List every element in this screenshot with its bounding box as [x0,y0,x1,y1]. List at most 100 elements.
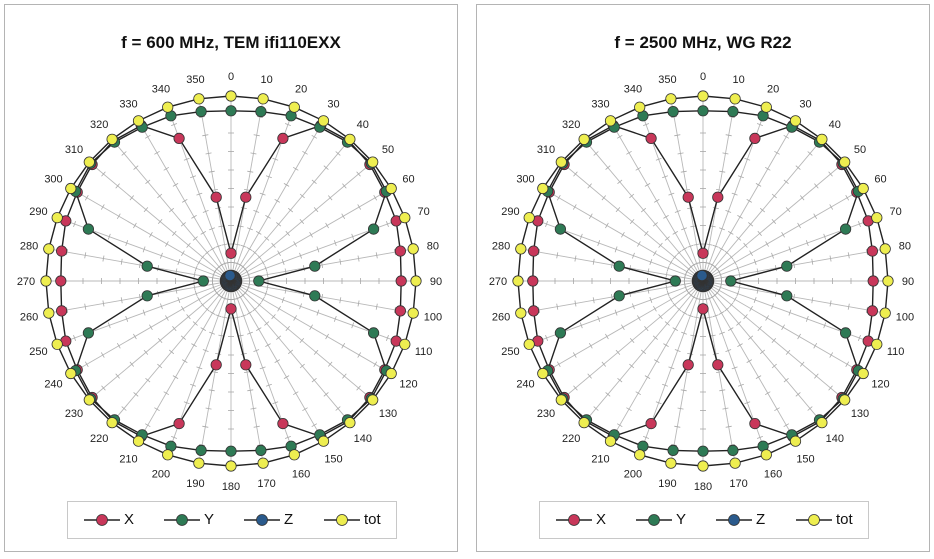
radial-tick [311,134,318,139]
radial-tick [202,210,209,213]
radial-tick [572,204,577,210]
radial-tick [252,307,258,312]
radial-tick [171,436,178,439]
radial-tick [811,258,814,265]
radial-tick [259,366,266,370]
data-point [816,133,828,145]
radial-tick [764,166,771,171]
radial-tick [616,423,623,428]
radial-tick [655,401,662,405]
radial-tick [277,305,281,312]
data-point [51,338,63,350]
angle-tick-label: 200 [624,469,642,481]
radial-tick [327,361,333,367]
data-point [257,457,269,469]
angle-tick-label: 190 [186,478,204,490]
data-point [288,101,300,113]
radial-tick [658,314,663,320]
radial-tick [181,199,188,203]
radial-tick [632,303,635,310]
radial-tick [652,335,658,340]
radial-tick [133,222,137,229]
radial-tick [209,247,216,251]
data-point [512,275,524,287]
series-z [219,269,243,293]
radial-tick [771,193,777,199]
radial-tick [157,193,163,199]
data-point [141,290,153,302]
data-point [394,305,406,317]
radial-tick [629,363,635,369]
radial-tick [783,179,789,185]
radial-tick [814,373,819,379]
radial-tick [729,302,734,308]
radial-tick [133,333,137,340]
radial-tick [180,335,186,340]
radial-tick [736,290,740,297]
legend-label: X [124,511,135,528]
data-point [879,243,891,255]
radial-tick [266,271,269,278]
angle-tick-label: 270 [17,276,35,288]
radial-tick [712,314,719,318]
radial-tick [339,297,342,304]
angle-tick-label: 280 [20,240,38,252]
radial-tick [356,171,361,177]
radial-tick [783,423,790,428]
radial-tick [116,213,121,220]
data-point [727,106,739,118]
radial-tick [756,436,763,439]
radial-tick [753,259,757,265]
angle-tick-label: 340 [624,83,642,95]
radial-tick [662,383,669,387]
radial-tick [687,207,694,209]
legend-swatch [324,514,360,526]
radial-tick [785,349,791,355]
radial-tick [588,342,593,349]
radial-tick [669,259,673,266]
radial-tick [177,259,181,265]
radial-tick [829,300,832,307]
radial-tick [172,230,177,236]
radial-tick [614,246,618,253]
radial-tick [277,250,281,257]
legend-swatch [716,514,752,526]
data-point [257,93,269,105]
radial-tick [163,391,170,396]
radial-tick [669,296,673,303]
radial-tick [323,165,329,170]
radial-tick [209,331,215,335]
radial-tick [272,401,279,405]
radial-tick [311,377,317,383]
data-point [132,115,145,127]
legend-swatch [84,514,120,526]
radial-tick [716,189,723,191]
radial-tick [755,183,762,187]
data-point [240,359,252,371]
radial-tick [247,227,253,231]
radial-tick [172,326,177,332]
angle-tick-label: 120 [399,379,417,391]
radial-tick [658,242,663,248]
angle-tick-label: 300 [516,174,534,186]
radial-tick [845,194,850,201]
data-point [634,449,646,461]
radial-tick [725,210,732,213]
radial-tick [200,254,205,260]
angle-tick-label: 220 [90,433,108,445]
data-point [871,338,883,350]
radial-tick [719,389,726,392]
radial-tick [573,171,578,177]
radial-tick [264,290,268,297]
radial-tick [351,322,355,329]
radial-tick [321,294,323,301]
radial-tick [749,250,753,257]
radial-tick [244,189,251,191]
radial-tick [240,314,247,318]
data-point [857,367,869,380]
data-point [225,445,237,457]
radial-tick [316,309,320,316]
data-point [866,245,878,257]
radial-tick [733,296,737,303]
radial-tick [637,241,641,247]
